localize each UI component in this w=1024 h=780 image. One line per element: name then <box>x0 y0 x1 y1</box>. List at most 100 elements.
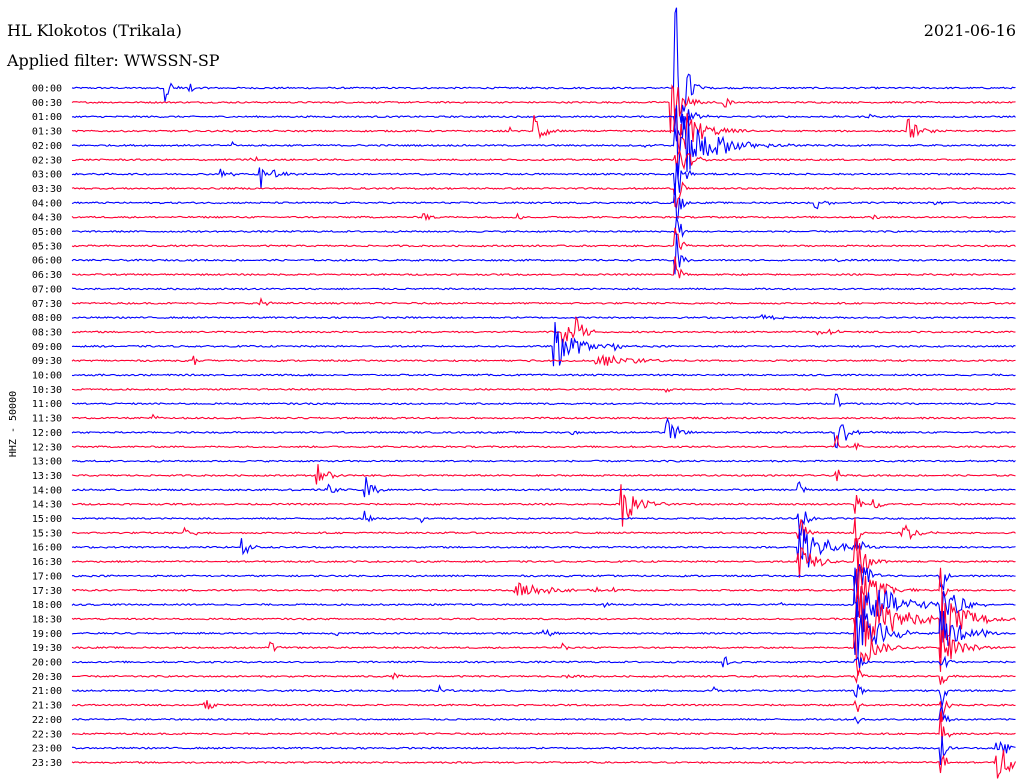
seismic-trace <box>71 476 1016 498</box>
time-label: 05:00 <box>32 227 62 238</box>
filter-subtitle: Applied filter: WWSSN-SP <box>6 51 220 70</box>
seismic-trace <box>71 105 1016 180</box>
time-label: 13:30 <box>32 471 62 482</box>
time-label: 00:30 <box>32 98 62 109</box>
time-label: 08:00 <box>32 313 62 324</box>
time-label: 04:30 <box>32 213 62 224</box>
seismic-trace <box>71 668 1016 685</box>
time-label: 17:30 <box>32 586 62 597</box>
seismic-trace <box>71 705 1016 725</box>
time-label: 17:00 <box>32 571 62 582</box>
seismic-trace <box>71 459 1016 463</box>
time-label: 08:30 <box>32 327 62 338</box>
time-label: 23:00 <box>32 744 62 755</box>
seismic-trace <box>71 181 1016 209</box>
seismic-trace <box>71 654 1016 669</box>
time-label: 20:00 <box>32 658 62 669</box>
time-label: 04:00 <box>32 198 62 209</box>
time-label: 03:00 <box>32 170 62 181</box>
time-label: 21:00 <box>32 686 62 697</box>
seismic-trace <box>71 287 1016 291</box>
seismic-trace <box>71 322 1016 367</box>
seismic-trace <box>71 417 1016 449</box>
seismic-trace <box>72 148 1016 171</box>
time-label: 06:00 <box>32 256 62 267</box>
seismic-trace <box>71 387 1016 394</box>
time-label: 03:30 <box>32 184 62 195</box>
seismic-trace <box>71 537 1016 578</box>
seismic-trace <box>71 528 1016 568</box>
seismic-trace <box>71 617 1016 676</box>
seismic-trace <box>71 567 1016 632</box>
seismic-trace <box>71 564 1016 604</box>
time-label: 15:30 <box>32 528 62 539</box>
seismic-trace <box>71 256 1016 279</box>
seismic-trace <box>71 435 1016 451</box>
seismic-trace <box>71 313 1016 321</box>
seismic-trace <box>71 699 1016 722</box>
time-label: 23:30 <box>32 758 62 769</box>
time-label: 12:30 <box>32 442 62 453</box>
seismic-trace <box>71 316 1016 347</box>
seismic-trace <box>71 216 1016 238</box>
seismic-trace <box>71 183 1016 220</box>
time-label: 09:00 <box>32 342 62 353</box>
seismic-trace <box>72 736 1016 766</box>
time-label: 01:30 <box>32 127 62 138</box>
seismic-trace <box>71 373 1016 377</box>
seismic-trace <box>71 393 1016 408</box>
time-labels: 00:00 00:30 01:00 01:30 02:00 02:30 03:00 03:30… <box>32 84 62 769</box>
time-label: 12:00 <box>32 428 62 439</box>
time-label: 20:30 <box>32 672 62 683</box>
time-label: 06:30 <box>32 270 62 281</box>
time-label: 11:00 <box>32 399 62 410</box>
time-label: 16:30 <box>32 557 62 568</box>
seismic-trace <box>71 586 1016 659</box>
time-label: 10:00 <box>32 371 62 382</box>
seismic-trace <box>71 711 1016 743</box>
seismic-trace <box>71 233 1016 275</box>
seismic-trace <box>71 517 1016 551</box>
station-title: HL Klokotos (Trikala) <box>7 21 182 40</box>
seismic-trace <box>71 566 1016 606</box>
seismic-trace <box>71 227 1016 251</box>
time-label: 10:30 <box>32 385 62 396</box>
time-label: 18:30 <box>32 614 62 625</box>
seismic-trace <box>71 464 1016 485</box>
time-label: 00:00 <box>32 84 62 95</box>
seismic-trace <box>71 684 1016 707</box>
seismic-trace <box>71 109 1016 142</box>
time-label: 14:30 <box>32 500 62 511</box>
seismic-trace <box>71 602 1016 657</box>
time-label: 14:00 <box>32 485 62 496</box>
seismic-trace <box>71 413 1016 420</box>
seismic-trace <box>71 484 1016 527</box>
time-label: 01:00 <box>32 112 62 123</box>
time-label: 13:00 <box>32 457 62 468</box>
traces <box>71 7 1017 779</box>
time-label: 22:00 <box>32 715 62 726</box>
seismic-trace <box>71 296 1016 307</box>
seismic-trace <box>71 163 1016 195</box>
record-date: 2021-06-16 <box>924 21 1016 40</box>
time-label: 09:30 <box>32 356 62 367</box>
seismic-trace <box>71 749 1017 779</box>
time-label: 18:00 <box>32 600 62 611</box>
time-label: 16:00 <box>32 543 62 554</box>
time-label: 02:30 <box>32 155 62 166</box>
time-label: 07:30 <box>32 299 62 310</box>
time-label: 22:30 <box>32 729 62 740</box>
seismic-trace <box>71 510 1016 537</box>
y-axis-label: HHZ - 50000 <box>8 391 19 457</box>
time-label: 21:30 <box>32 701 62 712</box>
time-label: 05:30 <box>32 241 62 252</box>
time-label: 11:30 <box>32 414 62 425</box>
seismic-trace <box>71 7 1016 123</box>
time-label: 15:00 <box>32 514 62 525</box>
time-label: 19:00 <box>32 629 62 640</box>
seismic-trace <box>71 84 1016 134</box>
seismic-trace <box>71 105 1016 153</box>
time-label: 02:00 <box>32 141 62 152</box>
time-label: 07:00 <box>32 284 62 295</box>
